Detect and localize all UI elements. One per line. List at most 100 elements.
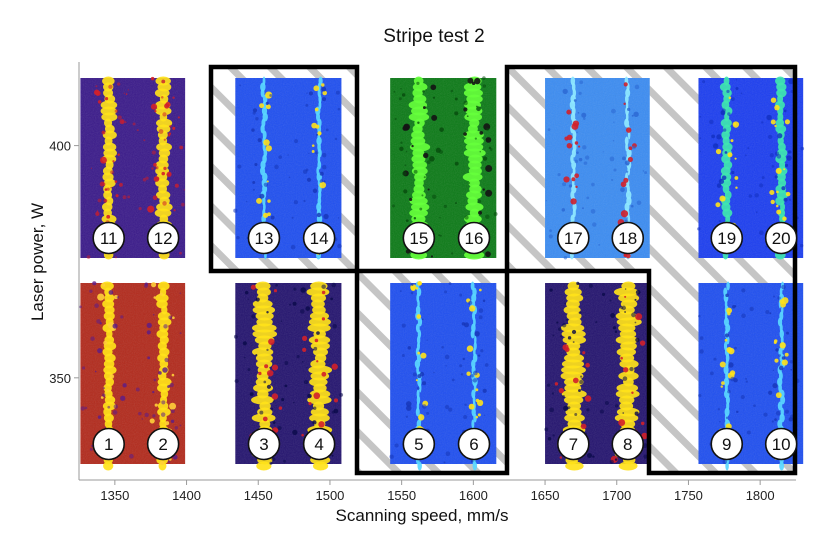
track-speck (179, 145, 184, 150)
track-segment (779, 461, 785, 471)
sample-label-circle (247, 427, 281, 461)
background-speck (278, 155, 282, 159)
track-speck (576, 151, 579, 154)
track-speck (582, 351, 586, 355)
track-speck (554, 382, 559, 386)
track-speck (94, 370, 97, 373)
background-speck (636, 200, 642, 206)
track-speck (775, 204, 779, 208)
background-speck (576, 131, 578, 134)
track-speck (429, 156, 435, 162)
track-speck (114, 180, 118, 183)
track-speck (716, 183, 722, 188)
background-speck (740, 92, 743, 95)
track-speck (773, 339, 778, 343)
background-speck (789, 359, 794, 364)
track-speck (256, 197, 263, 204)
track-speck (321, 317, 326, 321)
background-speck (413, 169, 418, 174)
background-speck (303, 379, 309, 385)
track-speck (563, 176, 570, 183)
track-speck (416, 314, 422, 319)
track-speck (620, 187, 625, 193)
background-speck (765, 310, 770, 314)
background-speck (287, 154, 289, 156)
track-segment (155, 178, 170, 188)
background-speck (472, 378, 478, 383)
track-speck (777, 133, 783, 139)
background-speck (734, 346, 737, 350)
track-speck (633, 111, 639, 118)
track-speck (631, 114, 634, 117)
track-speck (265, 104, 271, 110)
background-speck (745, 380, 748, 383)
background-speck (114, 256, 117, 259)
track-speck (470, 460, 474, 463)
background-speck (773, 295, 776, 298)
background-speck (726, 89, 730, 94)
background-speck (305, 103, 309, 107)
track-speck (92, 281, 97, 286)
track-speck (301, 433, 304, 437)
track-speck (727, 152, 733, 158)
track-speck (547, 436, 552, 441)
background-speck (404, 164, 407, 167)
background-speck (416, 81, 420, 85)
track-speck (423, 152, 429, 159)
sample-label-circle (457, 427, 491, 461)
background-speck (124, 121, 127, 124)
track-speck (407, 346, 412, 350)
track-speck (264, 364, 269, 369)
background-speck (270, 407, 274, 411)
background-speck (96, 319, 101, 324)
track-speck (255, 354, 258, 357)
sample-label-text: 8 (623, 435, 632, 454)
background-speck (438, 234, 441, 237)
track-speck (485, 137, 492, 143)
track-segment (470, 329, 475, 339)
background-speck (433, 371, 435, 374)
background-speck (321, 152, 327, 158)
background-speck (746, 430, 751, 435)
background-speck (296, 355, 300, 359)
track-speck (106, 214, 111, 219)
background-speck (702, 80, 706, 84)
track-speck (323, 180, 326, 183)
background-speck (730, 376, 735, 382)
background-speck (622, 376, 628, 381)
background-speck (443, 204, 447, 209)
background-speck (237, 164, 242, 169)
track-segment (625, 142, 628, 152)
background-speck (582, 117, 586, 121)
background-speck (741, 313, 746, 319)
track-speck (411, 144, 414, 148)
sample-label-circle (92, 221, 125, 255)
track-speck (786, 331, 789, 335)
background-speck (439, 234, 442, 237)
track-segment (260, 82, 266, 92)
track-speck (586, 452, 593, 459)
track-speck (623, 177, 629, 183)
track-speck (244, 290, 249, 295)
background-speck (289, 303, 292, 306)
track-segment (627, 214, 631, 224)
sample-label-circle (710, 427, 744, 461)
track-speck (715, 202, 721, 208)
track-speck (284, 384, 288, 388)
track-speck (728, 362, 734, 368)
y-tick-label: 350 (49, 371, 71, 386)
background-speck (233, 334, 238, 339)
track-18 (617, 76, 640, 260)
background-speck (123, 92, 126, 94)
sample-label-text: 14 (310, 229, 329, 248)
track-speck (731, 170, 735, 175)
track-speck (172, 316, 175, 320)
track-speck (581, 112, 587, 118)
track-speck (790, 368, 793, 371)
background-speck (426, 411, 430, 415)
track-speck (601, 292, 606, 296)
track-speck (784, 119, 791, 125)
track-speck (462, 357, 466, 361)
track-segment (417, 461, 422, 471)
